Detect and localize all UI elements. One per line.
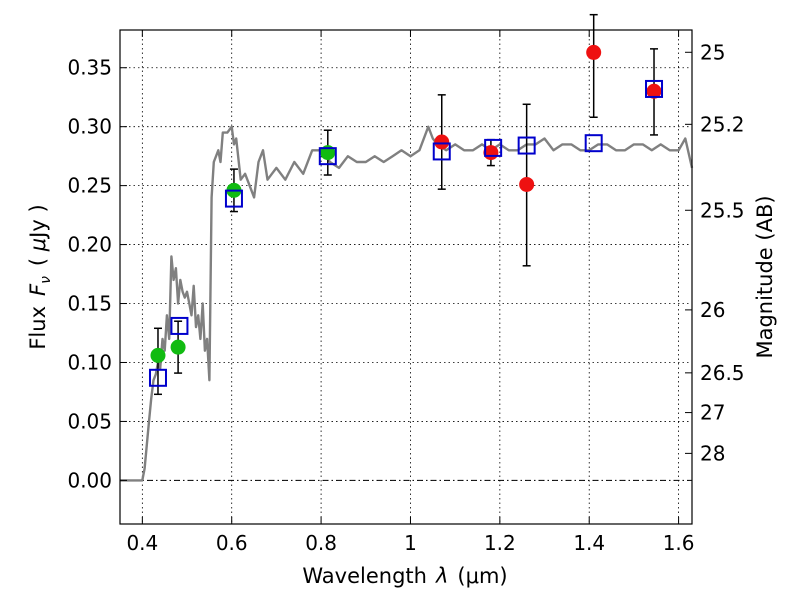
- y-label-F: F: [26, 283, 50, 296]
- red-point: [586, 44, 602, 60]
- x-tick-label: 0.6: [216, 531, 248, 555]
- x-tick-label: 0.4: [126, 531, 158, 555]
- right-tick-label: 25.5: [700, 198, 745, 222]
- model-square: [224, 189, 243, 208]
- y-label-mu: μ: [26, 238, 50, 252]
- plot-background: [120, 30, 692, 524]
- y-tick-label: 0.05: [67, 409, 112, 433]
- right-tick-label: 28: [700, 441, 725, 465]
- red-point: [519, 176, 535, 192]
- y-label-open: (: [26, 251, 50, 266]
- x-label-word: Wavelength: [302, 564, 427, 588]
- right-tick-label: 27: [700, 401, 725, 425]
- model-square: [318, 147, 337, 166]
- y-label-flux: Flux: [26, 306, 50, 350]
- plot-frame: [119, 29, 693, 525]
- model-photometry: [148, 79, 664, 387]
- right-tick-label: 25.2: [700, 112, 745, 136]
- x-tick-label: 1: [404, 531, 417, 555]
- x-tick-label: 1.6: [663, 531, 695, 555]
- x-tick-label: 1.2: [484, 531, 516, 555]
- model-square: [645, 79, 664, 98]
- y-tick-label: 0.35: [67, 56, 112, 80]
- y-axis-label: Flux Fν ( μJy ): [26, 204, 54, 349]
- axis-ticks: 0.4 0.6 0.8 1 1.2 1.4 1.6 0.00 0.05 0.10 0.15 0.20 0…: [67, 30, 745, 555]
- x-label-lambda: λ: [435, 564, 448, 588]
- y-label-jy: Jy ): [26, 204, 50, 240]
- model-square: [584, 134, 603, 153]
- model-square: [148, 368, 167, 387]
- red-point: [434, 134, 450, 150]
- model-square: [517, 136, 536, 155]
- y-tick-label: 0.20: [67, 233, 112, 257]
- y-tick-label: 0.30: [67, 115, 112, 139]
- green-point: [150, 347, 166, 363]
- red-point: [646, 83, 662, 99]
- x-tick-label: 0.8: [305, 531, 337, 555]
- right-tick-label: 26.5: [700, 361, 745, 385]
- green-point: [170, 339, 186, 355]
- y-tick-label: 0.10: [67, 350, 112, 374]
- model-square: [170, 316, 189, 335]
- y-tick-label: 0.25: [67, 174, 112, 198]
- right-tick-label: 26: [700, 298, 725, 322]
- x-axis-label: Wavelength λ (μm): [302, 564, 507, 588]
- spectrum-line: [120, 125, 694, 482]
- y-tick-label: 0.15: [67, 292, 112, 316]
- data-points: [150, 44, 662, 363]
- model-square: [484, 138, 503, 157]
- x-label-unit: (μm): [457, 564, 507, 588]
- y-label-nu: ν: [38, 276, 54, 284]
- right-axis-label: Magnitude (AB): [753, 195, 777, 358]
- right-tick-label: 25: [700, 40, 725, 64]
- y-tick-label: 0.00: [67, 468, 112, 492]
- model-square: [432, 142, 451, 161]
- model-spectrum: [120, 125, 694, 482]
- x-tick-label: 1.4: [573, 531, 605, 555]
